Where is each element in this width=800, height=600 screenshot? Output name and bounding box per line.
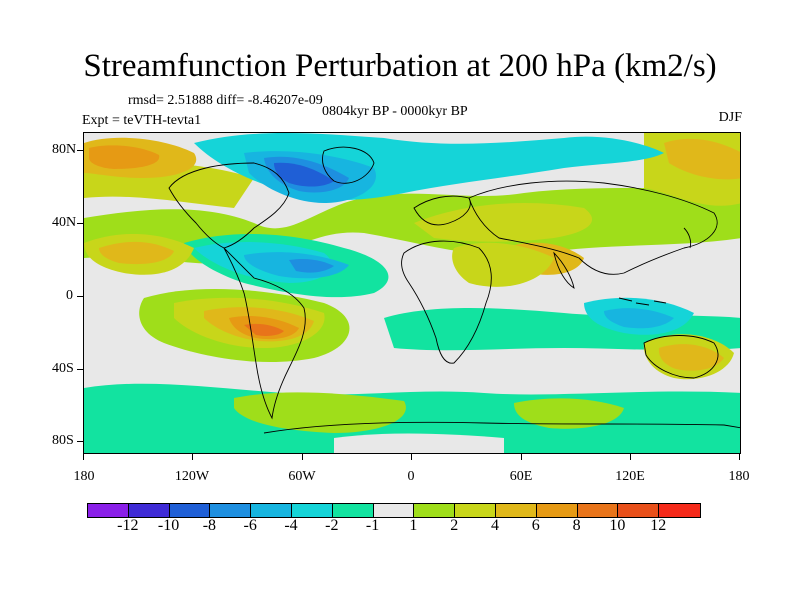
colorbar-swatch-7 (373, 504, 415, 517)
lon-tick-120e (630, 454, 631, 460)
colorbar-swatch-1 (128, 504, 170, 517)
lat-label-40s: 40S (52, 361, 74, 376)
lon-label-60e: 60E (509, 469, 533, 484)
lon-label-180e: 180 (728, 469, 750, 484)
lat-label-80n: 80N (52, 142, 77, 157)
colorbar-swatch-14 (659, 504, 700, 517)
lat-tick-0 (77, 296, 83, 297)
colorbar-label: 10 (609, 517, 626, 534)
colorbar-label: -2 (325, 517, 339, 534)
lon-label-120e: 120E (615, 469, 645, 484)
colorbar-swatch-13 (618, 504, 660, 517)
colorbar-label: -12 (117, 517, 139, 534)
period-label: 0804kyr BP - 0000kyr BP (322, 104, 468, 119)
colorbar-swatch-11 (536, 504, 578, 517)
lon-tick-60w (302, 454, 303, 460)
colorbar-label: 12 (650, 517, 667, 534)
colorbar-swatch-12 (577, 504, 619, 517)
experiment-label: Expt = teVTH-tevta1 (82, 113, 202, 128)
colorbar-label: -4 (284, 517, 298, 534)
plot-title: Streamfunction Perturbation at 200 hPa (… (83, 48, 717, 84)
lon-tick-120w (192, 454, 193, 460)
lon-label-0: 0 (407, 469, 415, 484)
colorbar-swatch-0 (88, 504, 129, 517)
map-panel (83, 132, 741, 454)
colorbar-label: -10 (157, 517, 180, 534)
rmsd-diff-stats: rmsd= 2.51888 diff= -8.46207e-09 (128, 93, 323, 108)
colorbar-swatch-2 (169, 504, 211, 517)
colorbar-label: 6 (531, 517, 540, 534)
colorbar-label: -6 (243, 517, 257, 534)
colorbar-label: 8 (572, 517, 581, 534)
streamfunction-field (84, 133, 740, 453)
coastlines (168, 146, 740, 434)
lat-label-80s: 80S (52, 433, 74, 448)
lon-label-60w: 60W (288, 469, 316, 484)
colorbar-label: 2 (450, 517, 459, 534)
colorbar-swatch-9 (455, 504, 496, 517)
lat-label-40n: 40N (52, 215, 77, 230)
colorbar-swatch-10 (495, 504, 537, 517)
colorbar-label: -8 (202, 517, 217, 534)
lon-tick-180w (83, 454, 84, 460)
lat-tick-80s (77, 441, 83, 442)
colorbar-label: -1 (365, 517, 380, 534)
lon-label-180w: 180 (73, 469, 95, 484)
colorbar-label: 4 (491, 517, 499, 534)
colorbar-swatch-8 (414, 504, 456, 517)
colorbar-swatch-5 (291, 504, 333, 517)
lon-label-120w: 120W (174, 469, 210, 484)
lon-tick-180e (739, 454, 740, 460)
lat-tick-80n (77, 150, 83, 151)
lat-tick-40s (77, 369, 83, 370)
colorbar-swatch-4 (251, 504, 292, 517)
colorbar-swatch-6 (332, 504, 374, 517)
colorbar-swatch-3 (210, 504, 252, 517)
contour-fills (84, 133, 740, 453)
colorbar-label: 1 (409, 517, 418, 534)
colorbar (87, 503, 701, 518)
season-label: DJF (718, 110, 742, 125)
lat-label-0: 0 (66, 288, 73, 303)
lon-tick-60e (521, 454, 522, 460)
lon-tick-0 (411, 454, 412, 460)
lat-tick-40n (77, 223, 83, 224)
